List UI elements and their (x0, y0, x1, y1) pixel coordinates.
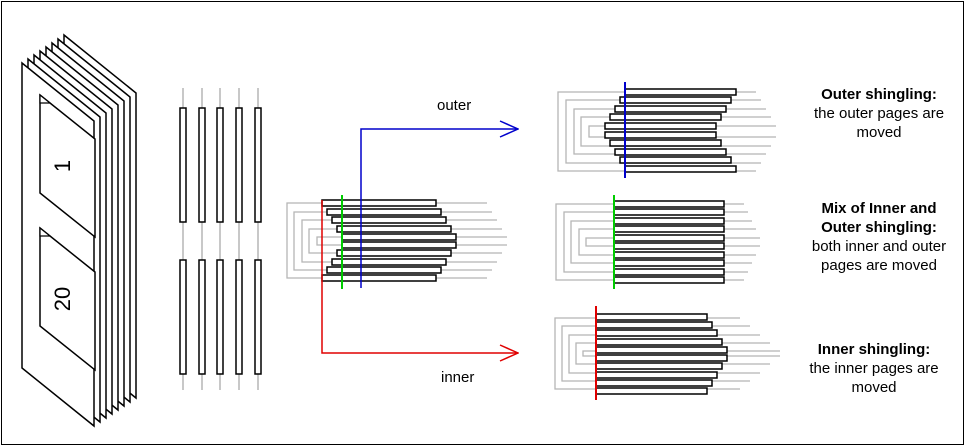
outer-arrow-label: outer (437, 97, 471, 114)
page-number-last: 20 (50, 287, 75, 311)
outer-arrow: outer (360, 97, 518, 288)
page-panel-bottom: 20 (39, 226, 96, 372)
sheet-strips (179, 88, 262, 390)
caption-inner-line2: moved (851, 379, 896, 396)
caption-mix-title1: Mix of Inner and (821, 200, 936, 217)
caption-outer-line2: moved (856, 124, 901, 141)
center-stack (286, 195, 507, 289)
caption-mix-line1: both inner and outer (812, 238, 946, 255)
inner-arrow: inner (321, 200, 518, 386)
caption-inner-title: Inner shingling: (818, 341, 931, 358)
caption-mix: Mix of Inner and Outer shingling: both i… (812, 200, 946, 274)
page-panel-top: 1 (39, 93, 96, 239)
mix-shingling-stack (555, 195, 760, 289)
caption-mix-line2: pages are moved (821, 257, 937, 274)
caption-outer: Outer shingling: the outer pages are mov… (814, 86, 944, 141)
outer-shingling-stack (557, 82, 776, 178)
booklet-stack: 1 20 (21, 33, 137, 428)
inner-shingling-stack (554, 306, 780, 400)
caption-outer-title: Outer shingling: (821, 86, 937, 103)
page-number-first: 1 (50, 160, 75, 172)
caption-outer-line1: the outer pages are (814, 105, 944, 122)
caption-inner: Inner shingling: the inner pages are mov… (809, 341, 938, 396)
caption-mix-title2: Outer shingling: (821, 219, 937, 236)
inner-arrow-label: inner (441, 369, 474, 386)
caption-inner-line1: the inner pages are (809, 360, 938, 377)
